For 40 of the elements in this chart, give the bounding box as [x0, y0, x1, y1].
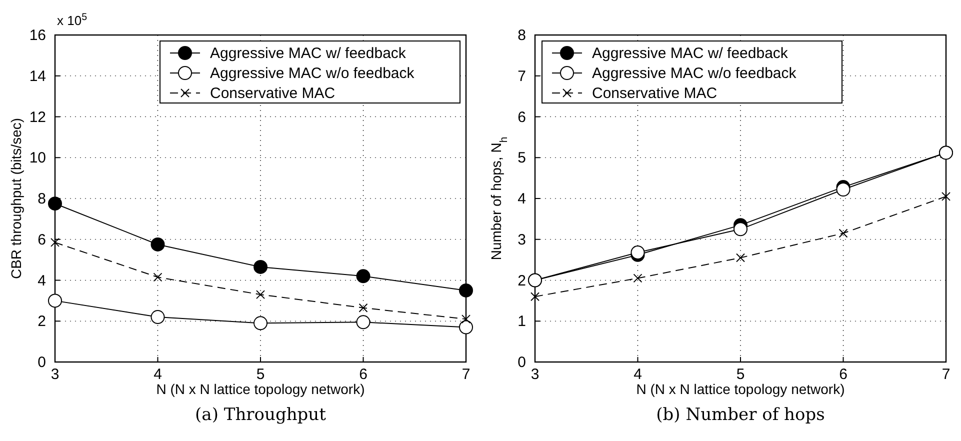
text: (a) Throughput [195, 405, 326, 425]
y-tick-label: 6 [38, 231, 46, 248]
y-tick-label: 14 [29, 68, 46, 85]
x-tick-label: 4 [154, 366, 162, 383]
legend-label: Aggressive MAC w/o feedback [592, 65, 797, 82]
x-axis-title: N (N x N lattice topology network) [156, 381, 365, 397]
y-tick-label: 12 [29, 108, 46, 126]
y-tick-label: 10 [29, 150, 46, 167]
x-tick-label: 4 [634, 366, 642, 383]
y-tick-label: 0 [38, 354, 46, 371]
y-tick-label: 7 [518, 68, 526, 85]
y-tick-label: 6 [518, 108, 526, 126]
legend-label: Conservative MAC [210, 85, 336, 102]
legend-label: Conservative MAC [592, 85, 718, 102]
text: (b) Number of hops [656, 405, 825, 425]
y-tick-label: 8 [518, 27, 526, 44]
y-tick-label: 2 [38, 313, 46, 330]
y-tick-label: 0 [518, 354, 526, 371]
y-tick-label: 3 [518, 231, 526, 248]
y-tick-label: 1 [518, 313, 526, 330]
y-tick-label: 4 [38, 272, 46, 290]
x-tick-label: 3 [530, 366, 540, 383]
y-tick-label: 16 [29, 27, 46, 44]
text: x 10$^{5}$ [57, 12, 88, 28]
x-tick-label: 6 [839, 366, 848, 383]
y-tick-label: 8 [38, 190, 46, 208]
y-axis-title: CBR throughput (bits/sec) [8, 118, 24, 280]
x-tick-label: 5 [256, 366, 265, 383]
x-tick-label: 7 [462, 366, 470, 383]
x-tick-label: 3 [50, 366, 60, 383]
x-axis-title: N (N x N lattice topology network) [636, 381, 845, 397]
legend-label: Aggressive MAC w/ feedback [592, 45, 788, 62]
x-tick-label: 5 [736, 366, 745, 383]
legend-label: Aggressive MAC w/o feedback [210, 65, 415, 82]
y-tick-label: 5 [518, 150, 526, 167]
x-tick-label: 6 [359, 366, 368, 383]
y-tick-label: 4 [518, 190, 526, 208]
y-tick-label: 2 [518, 272, 526, 290]
legend-label: Aggressive MAC w/ feedback [210, 45, 406, 62]
x-tick-label: 7 [942, 366, 950, 383]
